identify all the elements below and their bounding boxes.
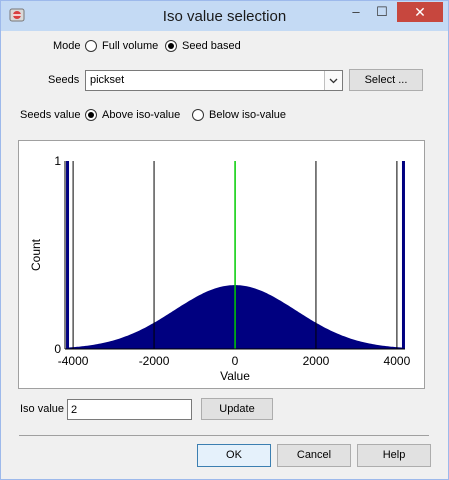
minimize-icon[interactable]: – (352, 4, 360, 19)
y-tick-label: 1 (54, 154, 61, 168)
app-icon (9, 7, 25, 23)
iso-value-label: Iso value (20, 403, 65, 415)
below-iso-value-radio[interactable] (192, 109, 204, 121)
seeds-combobox-value: pickset (90, 74, 125, 86)
below-iso-value-label: Below iso-value (209, 109, 287, 121)
iso-value-input[interactable] (67, 399, 192, 420)
update-button[interactable]: Update (201, 398, 273, 420)
x-tick-label: -2000 (139, 354, 170, 368)
ok-button[interactable]: OK (197, 444, 271, 467)
x-tick-label: 2000 (303, 354, 330, 368)
maximize-icon[interactable]: ☐ (376, 4, 388, 19)
histogram-edge-bar-left (66, 161, 70, 349)
y-axis-label: Count (29, 238, 43, 271)
close-icon[interactable]: ✕ (397, 2, 443, 22)
x-axis-label: Value (220, 369, 250, 383)
y-tick-label: 0 (54, 342, 61, 356)
histogram-chart: -4000 -2000 0 2000 4000 0 1 Value Count (29, 154, 411, 383)
above-iso-value-label: Above iso-value (102, 109, 181, 121)
mode-full-volume-label: Full volume (102, 40, 159, 52)
histogram-edge-bar-right (401, 161, 405, 349)
mode-seed-based-radio[interactable] (165, 40, 177, 52)
histogram-panel: -4000 -2000 0 2000 4000 0 1 Value Count (18, 140, 425, 389)
window-title: Iso value selection (162, 8, 287, 25)
x-tick-label: 4000 (384, 354, 411, 368)
seeds-label: Seeds (48, 74, 80, 86)
help-button[interactable]: Help (357, 444, 431, 467)
mode-seed-based-label: Seed based (182, 40, 241, 52)
footer-separator (19, 435, 429, 436)
cancel-button[interactable]: Cancel (277, 444, 351, 467)
select-seeds-button[interactable]: Select ... (349, 69, 423, 91)
mode-full-volume-radio[interactable] (85, 40, 97, 52)
x-tick-label: -4000 (58, 354, 89, 368)
seeds-value-label: Seeds value (20, 109, 81, 121)
seeds-combobox[interactable]: pickset (85, 70, 343, 91)
mode-label: Mode (53, 40, 81, 52)
above-iso-value-radio[interactable] (85, 109, 97, 121)
chevron-down-icon[interactable] (324, 71, 342, 90)
title-bar: Iso value selection – ☐ ✕ (1, 1, 448, 31)
x-tick-label: 0 (232, 354, 239, 368)
